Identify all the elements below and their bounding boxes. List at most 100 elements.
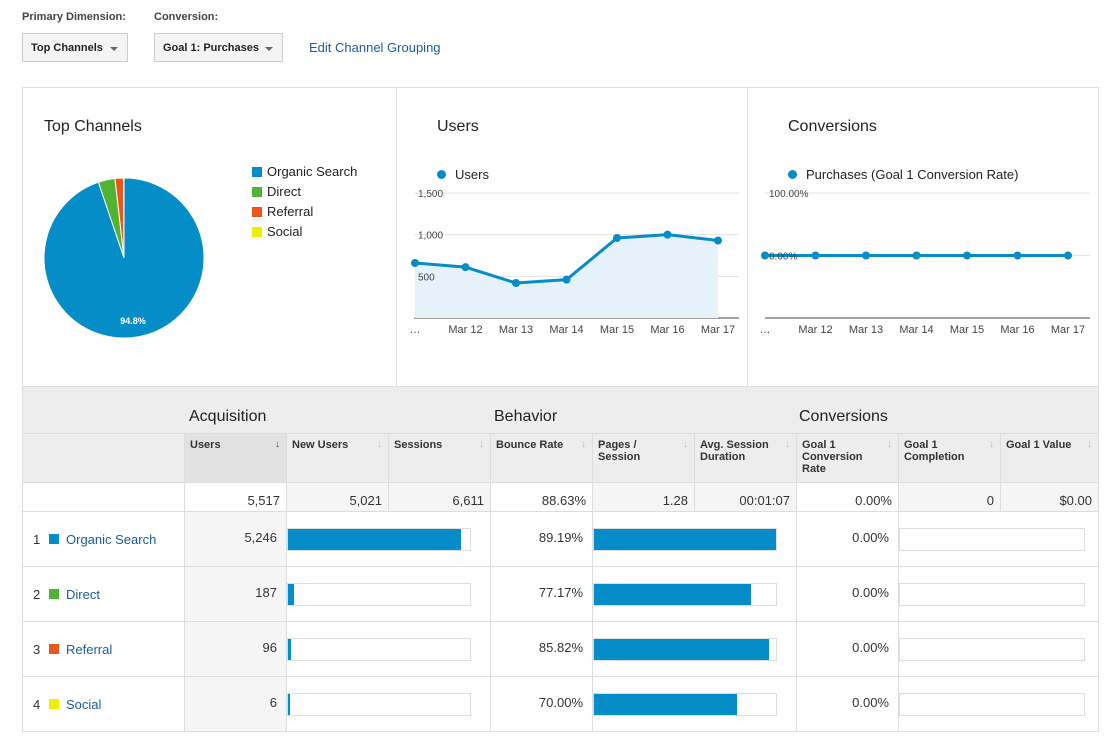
users-bar-track xyxy=(287,693,471,716)
total-goal1-completion: 0 xyxy=(898,482,1000,512)
total-new-users: 5,021 xyxy=(286,482,388,512)
header-sessions[interactable]: Sessions ↓ xyxy=(388,433,490,482)
group-acquisition: Acquisition xyxy=(189,408,267,425)
caret-down-icon xyxy=(265,47,273,51)
organic-swatch xyxy=(49,534,59,544)
data-point xyxy=(1064,251,1072,260)
direct-swatch xyxy=(252,186,262,197)
conversion-bar-cell xyxy=(898,677,1098,731)
legend-direct[interactable]: Direct xyxy=(252,184,301,199)
x-tick-label: Mar 17 xyxy=(1051,324,1085,336)
total-pages-session: 1.28 xyxy=(592,482,694,512)
top-channels-panel: Top Channels 94.8% Organic Search Direct… xyxy=(23,88,396,388)
group-header-row xyxy=(23,387,1098,433)
y-tick-label: 500 xyxy=(418,272,435,283)
conversions-legend[interactable]: Purchases (Goal 1 Conversion Rate) xyxy=(788,167,1018,182)
conversions-panel: Conversions Purchases (Goal 1 Conversion… xyxy=(747,88,1098,388)
conversions-title: Conversions xyxy=(788,118,877,135)
x-tick-label: Mar 12 xyxy=(798,324,832,336)
sort-icon: ↓ xyxy=(479,439,484,450)
header-label: New Users xyxy=(292,439,349,451)
legend-referral[interactable]: Referral xyxy=(252,204,313,219)
bounce-bar-cell xyxy=(592,677,796,731)
users-legend[interactable]: Users xyxy=(437,167,489,182)
x-tick-label: Mar 15 xyxy=(600,324,634,336)
users-bar xyxy=(288,694,290,715)
sort-icon: ↓ xyxy=(1087,439,1092,450)
conversions-line-chart[interactable]: 100.00% 0.00% … Mar 12 Mar 13 Mar 14 Mar 15 Mar… xyxy=(748,188,1098,358)
data-point xyxy=(512,279,520,287)
data-point xyxy=(714,236,722,245)
header-new-users[interactable]: New Users ↓ xyxy=(286,433,388,482)
users-bar xyxy=(288,529,461,550)
header-avg-session-duration[interactable]: Avg. Session Duration ↓ xyxy=(694,433,796,482)
data-point xyxy=(862,251,870,260)
data-point xyxy=(461,263,470,272)
legend-label: Purchases (Goal 1 Conversion Rate) xyxy=(806,167,1019,182)
caret-down-icon xyxy=(110,47,118,51)
data-point xyxy=(663,230,672,239)
x-tick-label: … xyxy=(760,324,771,336)
primary-dimension-dropdown[interactable]: Top Channels xyxy=(22,33,128,62)
x-tick-label: Mar 15 xyxy=(950,324,984,336)
totals-label-cell xyxy=(23,482,184,512)
conversion-label: Conversion: xyxy=(154,11,219,23)
users-bar-cell xyxy=(286,512,490,566)
row-bounce-rate: 70.00% xyxy=(490,677,592,731)
row-index: 2 xyxy=(33,586,41,602)
conversion-bar-track xyxy=(899,693,1085,716)
header-goal1-value[interactable]: Goal 1 Value ↓ xyxy=(1000,433,1098,482)
users-title: Users xyxy=(437,118,479,135)
header-label: Goal 1 Conversion Rate xyxy=(802,439,863,475)
legend-organic-search[interactable]: Organic Search xyxy=(252,164,357,179)
channel-link-organic-search[interactable]: Organic Search xyxy=(66,531,157,547)
legend-social[interactable]: Social xyxy=(252,224,302,239)
legend-label: Organic Search xyxy=(267,164,358,179)
channel-link-direct[interactable]: Direct xyxy=(66,586,100,602)
y-tick-label: 100.00% xyxy=(769,189,809,200)
conversion-bar-cell xyxy=(898,512,1098,566)
total-sessions: 6,611 xyxy=(388,482,490,512)
header-goal1-completion[interactable]: Goal 1 Completion ↓ xyxy=(898,433,1000,482)
bounce-bar-cell xyxy=(592,622,796,676)
conversion-bar-cell xyxy=(898,567,1098,621)
users-bar-cell xyxy=(286,567,490,621)
bounce-bar xyxy=(594,529,776,550)
legend-label: Social xyxy=(267,224,303,239)
users-bar xyxy=(288,639,291,660)
users-line-chart[interactable]: 1,500 1,000 500 … Mar 12 Mar 13 Mar 14 Mar 15 Ma… xyxy=(397,188,747,358)
x-tick-label: … xyxy=(410,324,421,336)
row-bounce-rate: 89.19% xyxy=(490,512,592,566)
data-point xyxy=(761,251,769,260)
edit-channel-grouping-link[interactable]: Edit Channel Grouping xyxy=(309,40,441,55)
header-bounce-rate[interactable]: Bounce Rate ↓ xyxy=(490,433,592,482)
channels-table: Acquisition Behavior Conversions Users ↓ … xyxy=(22,386,1099,732)
row-conversion-rate: 0.00% xyxy=(796,677,898,731)
sort-icon: ↓ xyxy=(887,439,892,450)
sort-icon: ↓ xyxy=(581,439,586,450)
total-users: 5,517 xyxy=(184,482,286,512)
header-label: Goal 1 Completion xyxy=(904,439,965,463)
header-label: Users xyxy=(190,439,221,451)
row-conversion-rate: 0.00% xyxy=(796,567,898,621)
header-goal1-conversion-rate[interactable]: Goal 1 Conversion Rate ↓ xyxy=(796,433,898,482)
bounce-bar-track xyxy=(593,583,777,606)
sort-icon: ↓ xyxy=(683,439,688,450)
legend-label: Users xyxy=(455,167,489,182)
row-bounce-rate: 85.82% xyxy=(490,622,592,676)
header-pages-session[interactable]: Pages / Session ↓ xyxy=(592,433,694,482)
bounce-bar-track xyxy=(593,638,777,661)
header-users[interactable]: Users ↓ xyxy=(184,433,286,482)
total-avg-session-duration: 00:01:07 xyxy=(694,482,796,512)
charts-area: Top Channels 94.8% Organic Search Direct… xyxy=(22,87,1099,388)
channel-link-social[interactable]: Social xyxy=(66,696,102,712)
y-tick-label: 0.00% xyxy=(769,252,797,263)
data-point xyxy=(562,275,571,284)
top-channels-pie-chart[interactable]: 94.8% xyxy=(33,168,233,368)
header-label: Sessions xyxy=(394,439,443,451)
row-users: 6 xyxy=(184,677,286,731)
data-point xyxy=(1013,251,1022,260)
conversion-dropdown[interactable]: Goal 1: Purchases xyxy=(154,33,283,62)
channel-link-referral[interactable]: Referral xyxy=(66,641,113,657)
top-channels-title: Top Channels xyxy=(44,118,142,135)
